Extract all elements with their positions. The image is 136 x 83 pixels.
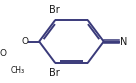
Text: N: N	[120, 37, 127, 46]
Text: Br: Br	[49, 5, 60, 15]
Text: CH₃: CH₃	[11, 66, 25, 75]
Text: O: O	[0, 49, 7, 58]
Text: Br: Br	[49, 68, 60, 78]
Text: O: O	[21, 37, 28, 46]
